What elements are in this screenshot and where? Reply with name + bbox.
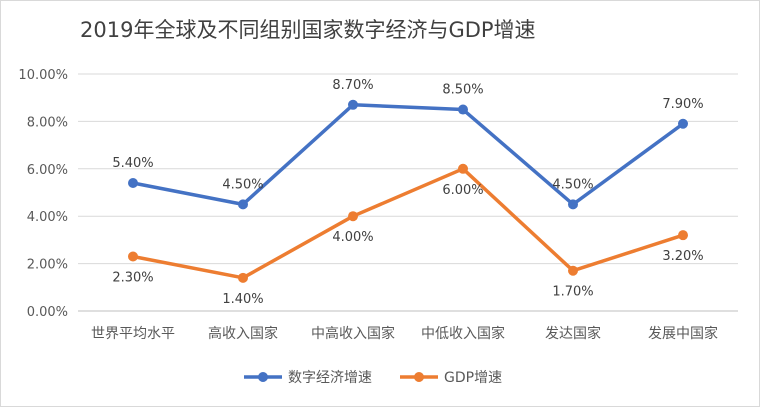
data-label: 6.00% [442, 183, 483, 198]
data-point [458, 163, 468, 174]
data-label: 7.90% [662, 97, 703, 112]
data-point [678, 230, 688, 241]
data-label: 3.20% [662, 249, 703, 264]
data-point [678, 118, 688, 129]
y-tick-label: 6.00% [27, 163, 68, 178]
data-label: 8.70% [332, 78, 373, 93]
legend-marker [414, 372, 424, 382]
y-axis-ticks: 0.00% 2.00% 4.00% 6.00% 8.00% 10.00% [18, 68, 68, 320]
data-point [568, 199, 578, 210]
x-category-label: 中低收入国家 [421, 325, 505, 342]
y-tick-label: 4.00% [27, 210, 68, 225]
data-point [238, 199, 248, 210]
series-2: 2.30% 1.40% 4.00% 6.00% 1.70% 3.20% [112, 163, 704, 307]
data-point [458, 104, 468, 115]
x-category-label: 发展中国家 [648, 325, 718, 342]
legend-marker [258, 372, 268, 382]
series-line [131, 167, 685, 280]
data-point [128, 178, 138, 189]
legend-label: 数字经济增速 [288, 370, 372, 386]
data-label: 1.40% [222, 292, 263, 307]
x-category-label: 中高收入国家 [311, 325, 395, 342]
legend: 数字经济增速 GDP增速 [244, 370, 502, 386]
legend-item: GDP增速 [400, 370, 502, 386]
data-label: 4.50% [222, 177, 263, 192]
series-1: 5.40% 4.50% 8.70% 8.50% 4.50% 7.90% [112, 78, 704, 210]
legend-label: GDP增速 [444, 370, 502, 386]
data-point [568, 265, 578, 276]
data-label: 8.50% [442, 83, 483, 98]
x-category-label: 世界平均水平 [91, 326, 175, 342]
data-point [348, 99, 358, 110]
y-tick-label: 2.00% [27, 258, 68, 273]
data-label: 4.50% [552, 177, 593, 192]
y-tick-label: 0.00% [27, 305, 68, 320]
legend-item: 数字经济增速 [244, 370, 372, 386]
data-label: 5.40% [112, 156, 153, 171]
x-category-label: 发达国家 [545, 325, 601, 342]
x-category-label: 高收入国家 [208, 325, 278, 342]
data-point [348, 211, 358, 222]
y-tick-label: 10.00% [18, 68, 68, 83]
data-label: 1.70% [552, 285, 593, 300]
y-tick-label: 8.00% [27, 115, 68, 130]
data-point [238, 272, 248, 283]
series-group: 5.40% 4.50% 8.70% 8.50% 4.50% 7.90% 2.30% 1.40%… [112, 78, 703, 307]
chart-title: 2019年全球及不同组别国家数字经济与GDP增速 [80, 18, 536, 42]
series-line [131, 103, 685, 207]
data-label: 2.30% [112, 270, 153, 285]
gridlines [78, 73, 738, 312]
data-label: 4.00% [332, 230, 373, 245]
x-axis-categories: 世界平均水平 高收入国家 中高收入国家 中低收入国家 发达国家 发展中国家 [91, 325, 718, 342]
data-point [128, 251, 138, 262]
